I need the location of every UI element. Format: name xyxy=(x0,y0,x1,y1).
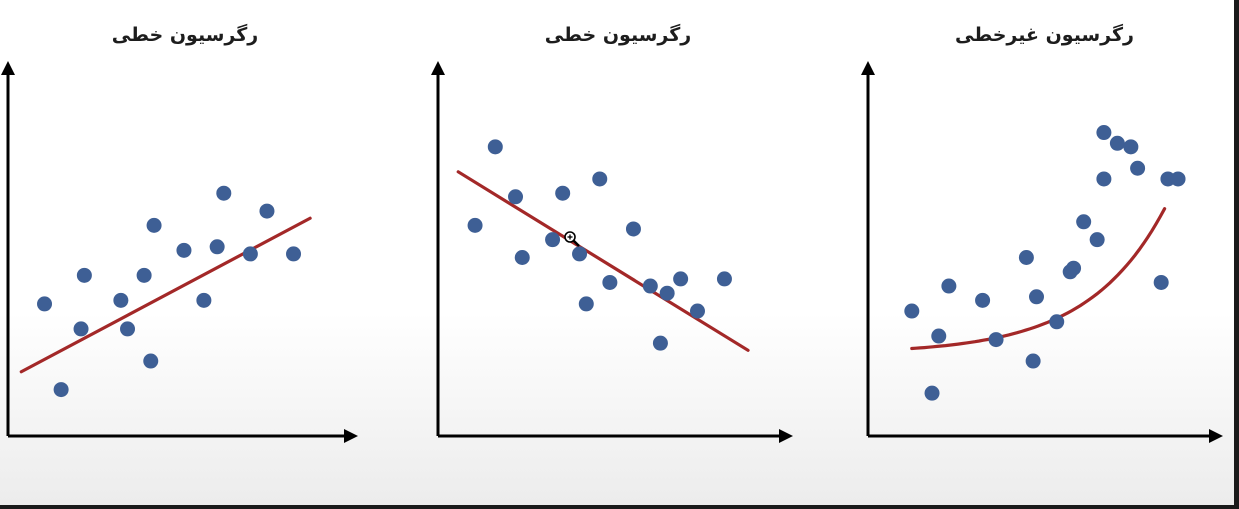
chart-panel-right: رگرسیون غیرخطی xyxy=(855,0,1234,505)
scatter-plot-linear-negative xyxy=(431,61,793,443)
chart-panel-left: رگرسیون خطی xyxy=(0,0,375,505)
scatter-plot-nonlinear xyxy=(861,61,1223,443)
data-point xyxy=(120,321,136,337)
regression-line xyxy=(456,170,750,352)
data-point xyxy=(286,246,302,262)
data-point xyxy=(904,303,920,319)
data-point xyxy=(1123,139,1139,155)
data-point xyxy=(659,285,675,301)
data-point xyxy=(487,139,503,155)
data-point xyxy=(53,382,69,398)
data-point xyxy=(1109,135,1125,151)
scatter-plot-linear-positive xyxy=(1,61,358,443)
data-point xyxy=(136,267,152,283)
chart-title: رگرسیون خطی xyxy=(111,24,259,46)
x-axis-arrowhead xyxy=(1209,429,1223,443)
data-point xyxy=(924,385,940,401)
data-point xyxy=(209,239,225,255)
data-point xyxy=(76,267,92,283)
data-point xyxy=(196,292,212,308)
chart-title: رگرسیون خطی xyxy=(544,24,692,46)
regression-line xyxy=(19,216,312,374)
data-point xyxy=(673,271,689,287)
data-point xyxy=(545,232,561,248)
data-point xyxy=(1018,250,1034,265)
data-point xyxy=(113,292,129,308)
y-axis-arrowhead xyxy=(431,61,445,75)
data-point xyxy=(592,171,608,187)
data-point xyxy=(1130,160,1146,176)
data-point xyxy=(716,271,732,287)
data-point xyxy=(259,203,275,219)
chart-panel-middle: رگرسیون خطی xyxy=(428,0,808,505)
y-axis-arrowhead xyxy=(861,61,875,75)
data-point xyxy=(572,246,588,262)
data-point xyxy=(1076,214,1092,230)
data-point xyxy=(37,296,53,312)
data-point xyxy=(602,274,618,290)
data-point xyxy=(1096,171,1112,187)
data-point xyxy=(975,292,991,308)
data-point xyxy=(146,217,162,233)
data-point xyxy=(1049,314,1065,330)
data-point xyxy=(578,296,594,312)
data-point xyxy=(642,278,658,294)
x-axis-arrowhead xyxy=(779,429,793,443)
data-point xyxy=(176,242,192,258)
data-point xyxy=(1089,232,1105,248)
data-point xyxy=(467,217,483,233)
data-point xyxy=(1025,353,1041,369)
zoom-cursor-icon xyxy=(564,231,580,247)
data-point xyxy=(73,321,89,337)
data-point xyxy=(988,332,1004,348)
data-point xyxy=(931,328,947,344)
data-point xyxy=(555,185,571,201)
data-point xyxy=(508,189,524,205)
y-axis-arrowhead xyxy=(1,61,15,75)
data-point xyxy=(625,221,641,237)
data-point xyxy=(1153,274,1169,290)
data-point xyxy=(514,250,530,265)
data-point xyxy=(1096,125,1112,141)
data-point xyxy=(1029,289,1044,305)
data-point xyxy=(941,278,957,294)
regression-curve xyxy=(910,207,1167,351)
data-point xyxy=(216,185,232,201)
data-point xyxy=(1066,260,1082,276)
data-point xyxy=(1170,171,1186,187)
x-axis-arrowhead xyxy=(344,429,358,443)
chart-title: رگرسیون غیرخطی xyxy=(955,24,1134,46)
data-point xyxy=(143,353,159,369)
data-point xyxy=(242,246,258,262)
data-point xyxy=(652,335,668,351)
data-point xyxy=(689,303,705,319)
